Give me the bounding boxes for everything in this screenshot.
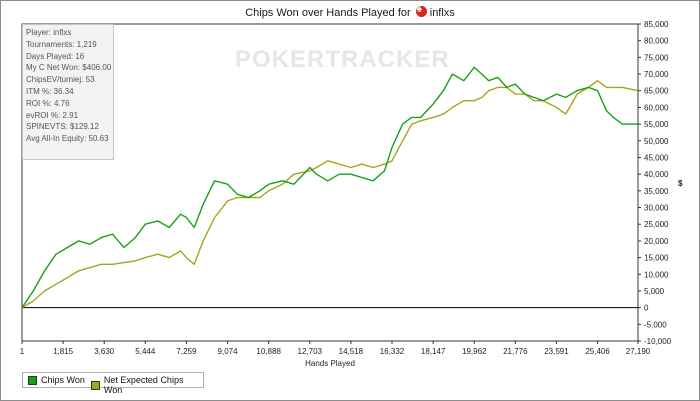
x-tick-label: 14,518 xyxy=(339,347,364,356)
y-tick-label: 0 xyxy=(644,304,649,313)
watermark-text: POKERTRACKER xyxy=(235,46,450,73)
y-tick-label: -5,000 xyxy=(644,320,667,329)
stat-spinevts: SPINEVTS: $129.12 xyxy=(26,122,99,132)
series-line-net-expected xyxy=(21,79,639,309)
x-tick-label: 7,259 xyxy=(176,347,197,356)
y-tick-label: 30,000 xyxy=(644,204,669,213)
series-line-chips-won xyxy=(21,66,638,308)
title-player: inflxs xyxy=(429,7,455,19)
legend: Chips Won Net Expected Chips Won xyxy=(22,372,204,395)
stat-allin-equity: Avg All-In Equity: 50.63 xyxy=(26,134,109,144)
pokertracker-watermark: POKERTRACKER xyxy=(235,46,450,73)
y-tick-label: 85,000 xyxy=(644,20,669,29)
y-tick-label: 55,000 xyxy=(644,120,669,129)
x-tick-label: 25,406 xyxy=(585,347,610,356)
legend-label-chips-won: Chips Won xyxy=(41,375,85,385)
y-tick-label: 25,000 xyxy=(644,220,669,229)
y-axis-label: $ xyxy=(678,179,683,188)
chart-title: Chips Won over Hands Played for inflxs xyxy=(0,4,700,19)
x-tick-label: 19,962 xyxy=(462,347,487,356)
x-tick-label: 23,591 xyxy=(544,347,569,356)
stat-days-played: Days Played: 16 xyxy=(26,51,85,61)
stat-net-won: My C Net Won: $406.00 xyxy=(26,63,112,73)
y-tick-label: 20,000 xyxy=(644,237,669,246)
y-tick-label: 5,000 xyxy=(644,287,665,296)
x-tick-label: 16,332 xyxy=(380,347,405,356)
title-prefix: Chips Won over Hands Played for xyxy=(245,7,411,19)
x-tick-label: 1 xyxy=(20,347,25,356)
y-tick-label: 80,000 xyxy=(644,37,669,46)
x-tick-label: 27,190 xyxy=(626,347,651,356)
x-tick-label: 1,815 xyxy=(53,347,74,356)
y-tick-label: 60,000 xyxy=(644,103,669,112)
y-tick-label: -10,000 xyxy=(644,337,672,346)
legend-swatch-chips-won xyxy=(28,375,37,385)
stat-chipsev: ChipsEV/turniej: 53 xyxy=(26,75,95,85)
y-tick-label: 40,000 xyxy=(644,170,669,179)
stat-evroi: evROI %: 2.91 xyxy=(26,110,79,120)
x-tick-label: 9,074 xyxy=(218,347,239,356)
y-tick-label: 10,000 xyxy=(644,270,669,279)
y-tick-label: 65,000 xyxy=(644,87,669,96)
axes: -10,000 -5,000 0 5,000 10,000 15,000 20,000 25,… xyxy=(20,20,683,368)
y-tick-label: 50,000 xyxy=(644,137,669,146)
legend-item-net-expected[interactable]: Net Expected Chips Won xyxy=(91,375,203,395)
spade-icon xyxy=(415,4,427,17)
x-tick-label: 18,147 xyxy=(421,347,446,356)
x-tick-label: 5,444 xyxy=(135,347,156,356)
plot-area-border xyxy=(21,23,639,342)
y-tick-label: 75,000 xyxy=(644,53,669,62)
y-tick-label: 15,000 xyxy=(644,254,669,263)
y-tick-label: 35,000 xyxy=(644,187,669,196)
legend-label-net-expected: Net Expected Chips Won xyxy=(103,375,184,395)
x-tick-label: 10,888 xyxy=(256,347,281,356)
legend-swatch-net-expected xyxy=(91,380,100,390)
y-tick-label: 45,000 xyxy=(644,153,669,162)
x-tick-label: 3,630 xyxy=(94,347,115,356)
series-layer xyxy=(21,66,639,309)
x-axis-label: Hands Played xyxy=(305,359,355,368)
y-tick-label: 70,000 xyxy=(644,70,669,79)
stat-roi: ROI %: 4.76 xyxy=(26,98,70,108)
stat-itm: ITM %: 36.34 xyxy=(26,86,74,96)
x-tick-label: 12,703 xyxy=(298,347,323,356)
stat-tournaments: Tournaments: 1,219 xyxy=(26,39,97,49)
stats-panel: Player: inflxs Tournaments: 1,219 Days P… xyxy=(22,24,114,160)
legend-item-chips-won[interactable]: Chips Won xyxy=(28,375,85,385)
x-tick-label: 21,776 xyxy=(503,347,528,356)
stat-player: Player: inflxs xyxy=(26,28,72,37)
